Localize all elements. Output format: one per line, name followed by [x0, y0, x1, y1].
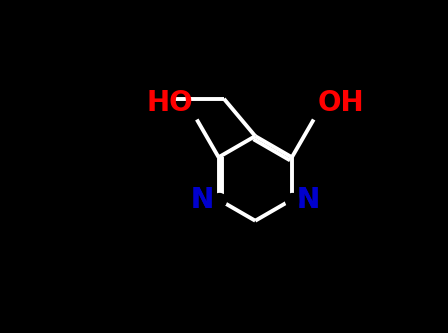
Text: OH: OH: [318, 89, 364, 117]
Text: HO: HO: [146, 89, 193, 117]
Text: N: N: [191, 185, 214, 213]
Text: N: N: [297, 185, 319, 213]
Text: N: N: [191, 185, 214, 213]
Text: N: N: [297, 185, 319, 213]
